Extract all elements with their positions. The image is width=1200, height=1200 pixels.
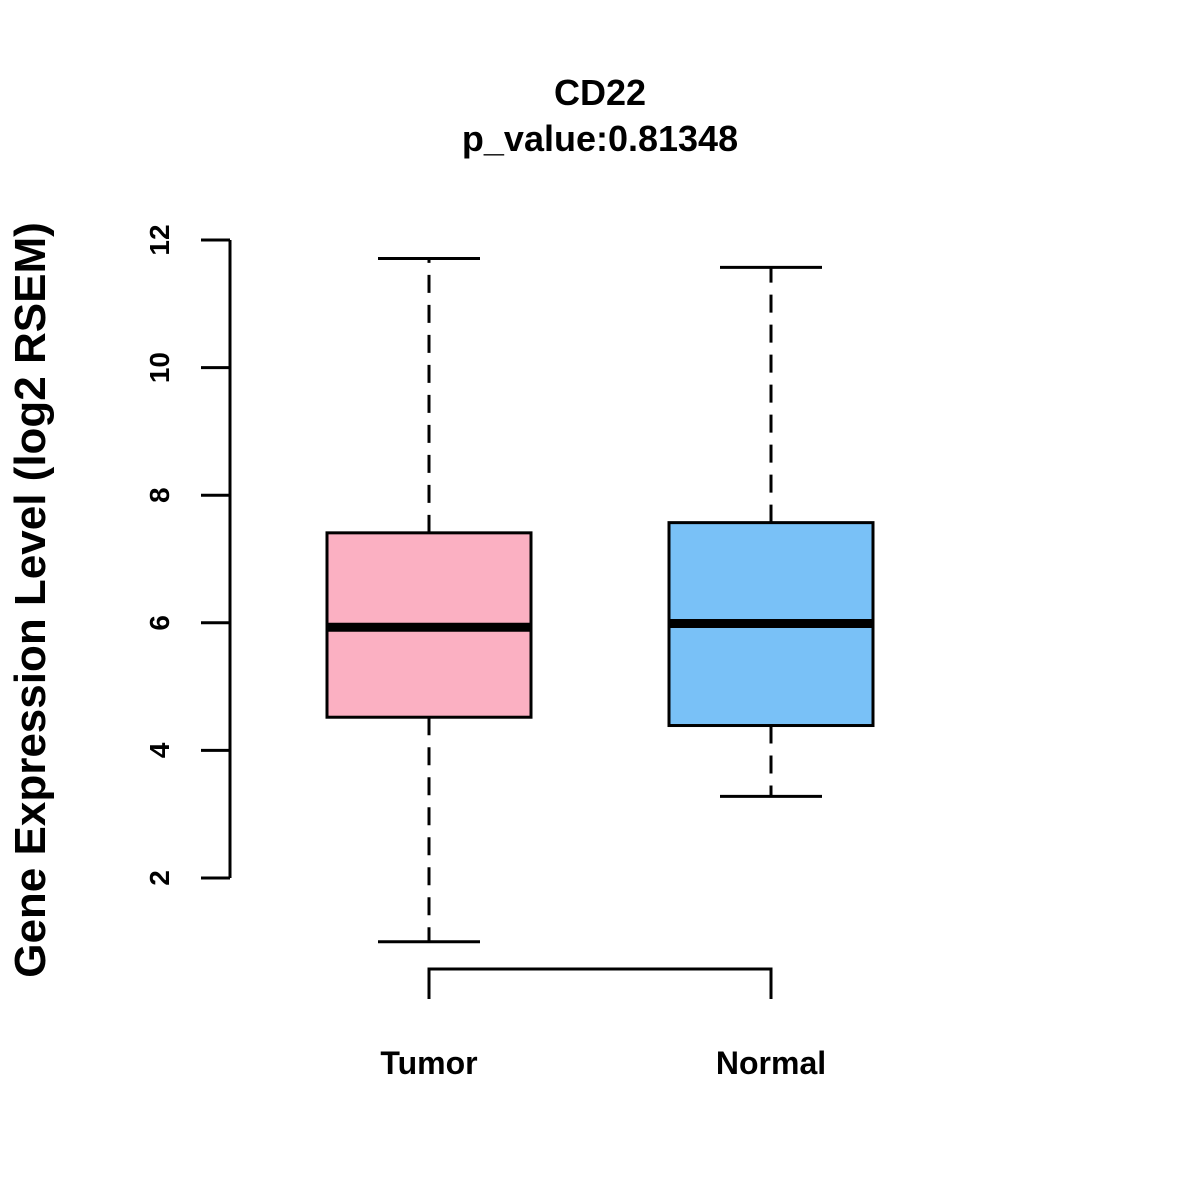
y-tick-label: 2	[144, 870, 175, 886]
y-tick-label: 12	[144, 224, 175, 255]
y-tick-label: 10	[144, 352, 175, 383]
x-axis-labels: Tumor Normal	[380, 1045, 826, 1081]
bracket-line	[427, 967, 773, 999]
significance-bracket	[427, 967, 773, 999]
y-tick-label: 4	[144, 742, 175, 758]
y-tick-label: 8	[144, 487, 175, 503]
chart-subtitle: p_value:0.81348	[462, 118, 738, 159]
category-label-tumor: Tumor	[380, 1045, 477, 1081]
y-tick-label: 6	[144, 615, 175, 631]
y-axis: 2 4 6 8 10 12	[144, 224, 232, 886]
chart-title: CD22	[554, 72, 646, 113]
y-axis-label: Gene Expression Level (log2 RSEM)	[6, 222, 55, 978]
category-label-normal: Normal	[716, 1045, 826, 1081]
box-tumor	[325, 257, 533, 944]
boxes-group	[325, 257, 875, 944]
box-normal	[667, 265, 875, 798]
